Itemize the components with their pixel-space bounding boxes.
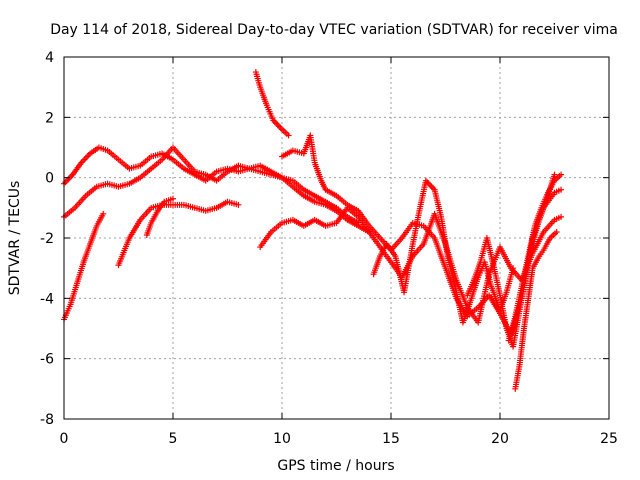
data-points <box>61 69 565 392</box>
data-point <box>558 171 565 178</box>
data-point <box>551 171 558 178</box>
data-point <box>285 132 292 139</box>
y-tick-label: -6 <box>40 352 54 368</box>
x-tick-label: 5 <box>169 431 178 447</box>
x-axis-label: GPS time / hours <box>277 458 394 474</box>
data-point <box>553 228 560 235</box>
grid-lines <box>64 57 609 419</box>
data-point <box>170 195 176 202</box>
data-point <box>558 186 565 193</box>
y-tick-label: -8 <box>40 412 54 428</box>
y-tick-label: 4 <box>45 50 54 66</box>
chart-title: Day 114 of 2018, Sidereal Day-to-day VTE… <box>50 22 618 38</box>
y-tick-label: -4 <box>40 291 54 307</box>
data-point <box>235 201 242 208</box>
x-tick-label: 15 <box>382 431 400 447</box>
data-point <box>558 213 565 220</box>
axis-ticks: 0 5 10 15 20 25 -8 -6 -4 -2 0 2 4 <box>40 50 618 447</box>
x-tick-label: 10 <box>273 431 291 447</box>
x-tick-label: 25 <box>600 431 618 447</box>
y-axis-label: SDTVAR / TECUs <box>7 181 23 296</box>
y-tick-label: 2 <box>45 110 54 126</box>
y-tick-label: -2 <box>40 231 54 247</box>
data-point <box>100 210 107 217</box>
y-tick-label: 0 <box>45 171 54 187</box>
data-point <box>510 265 517 272</box>
x-tick-label: 0 <box>60 431 69 447</box>
x-tick-label: 20 <box>491 431 509 447</box>
